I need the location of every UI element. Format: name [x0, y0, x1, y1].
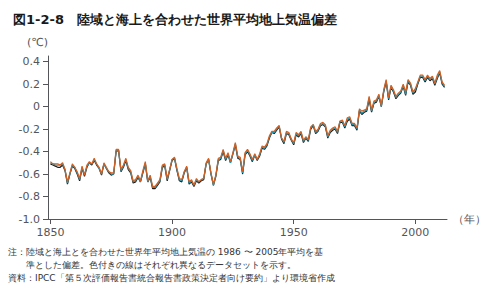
svg-text:-0.6: -0.6: [19, 168, 40, 181]
svg-text:0: 0: [33, 100, 40, 113]
svg-text:2000: 2000: [401, 226, 429, 239]
svg-text:1900: 1900: [158, 226, 186, 239]
svg-text:注：陸域と海上とを合わせた世界年平均地上気温の 1986 〜: 注：陸域と海上とを合わせた世界年平均地上気温の 1986 〜 2005年平均を基: [8, 247, 323, 257]
svg-text:0.2: 0.2: [23, 78, 41, 91]
svg-text:-1.0: -1.0: [19, 213, 40, 226]
svg-text:準とした偏差。色付きの線はそれぞれ異なるデータセットを示す。: 準とした偏差。色付きの線はそれぞれ異なるデータセットを示す。: [8, 260, 296, 270]
svg-text:1850: 1850: [36, 226, 64, 239]
svg-text:1950: 1950: [280, 226, 308, 239]
svg-text:0.4: 0.4: [23, 55, 41, 68]
svg-text:-0.2: -0.2: [19, 123, 40, 136]
svg-text:-0.8: -0.8: [19, 190, 40, 203]
svg-text:図1-2-8 陸域と海上を合わせた世界平均地上気温偏差: 図1-2-8 陸域と海上を合わせた世界平均地上気温偏差: [13, 12, 337, 27]
svg-text:-0.4: -0.4: [19, 145, 40, 158]
svg-text:（年）: （年）: [453, 213, 486, 226]
svg-text:資料：IPCC「第５次評価報告書統合報告書政策決定者向け要約: 資料：IPCC「第５次評価報告書統合報告書政策決定者向け要約」より環境省作成: [8, 273, 335, 283]
svg-text:(℃): (℃): [27, 36, 48, 49]
